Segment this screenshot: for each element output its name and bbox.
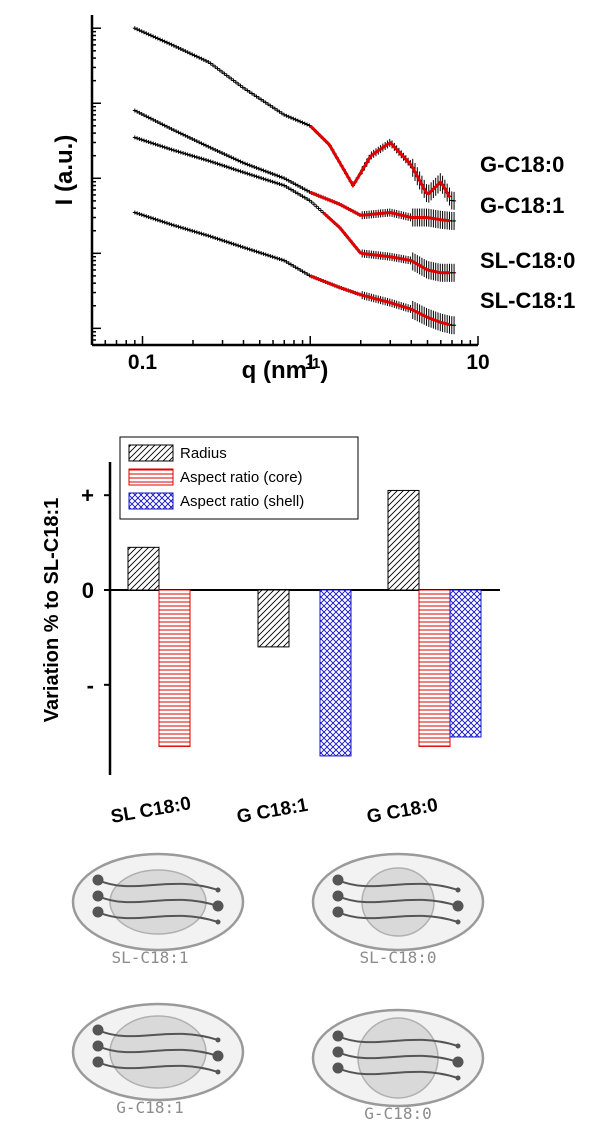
bar-category-label: G C18:0 (365, 795, 439, 828)
lipid-headgroup (92, 874, 104, 886)
lipid-headgroup (215, 1037, 221, 1043)
lipid-headgroup (455, 1075, 461, 1081)
lipid-headgroup (452, 1056, 464, 1068)
bar-y-tick-label: 0 (82, 578, 94, 603)
micelle-schematic: G-C18:1 (71, 1002, 245, 1117)
lipid-headgroup (215, 1069, 221, 1075)
lipid-chain (97, 879, 219, 891)
saxs-series-SL-C18:1 (132, 210, 457, 335)
bar-legend-label: Aspect ratio (shell) (180, 493, 304, 510)
micelle-schematic: G-C18:0 (311, 1008, 485, 1123)
lipid-headgroup (215, 919, 221, 925)
micelle-schematics: SL-C18:1 SL-C18:0 G-C18:1 G-C18:0 (71, 852, 485, 1123)
lipid-chain (337, 1067, 459, 1079)
saxs-series-G-C18:1 (132, 108, 457, 230)
saxs-fit-line-SL-C18:0 (322, 211, 450, 275)
lipid-headgroup (332, 874, 344, 886)
saxs-fit-line-SL-C18:1 (309, 274, 451, 327)
bar-radius-0 (127, 546, 160, 591)
saxs-fit-line-G-C18:1 (309, 190, 451, 223)
lipid-headgroup (215, 887, 221, 893)
lipid-headgroup (332, 1046, 344, 1058)
lipid-chain (97, 911, 219, 923)
lipid-headgroup (332, 1030, 344, 1042)
micelle-label: G-C18:0 (364, 1104, 431, 1123)
micelle-label: SL-C18:0 (359, 948, 436, 967)
lipid-headgroup (455, 919, 461, 925)
lipid-chain (337, 1051, 459, 1063)
bar-legend-label: Aspect ratio (core) (180, 469, 303, 486)
lipid-headgroup (332, 890, 344, 902)
saxs-x-tick-label: 1 (304, 351, 316, 374)
saxs-x-tick-label: 0.1 (128, 351, 158, 374)
lipid-headgroup (452, 900, 464, 912)
saxs-y-axis-label: I (a.u.) (51, 135, 78, 206)
bar-legend-label: Radius (180, 445, 227, 462)
lipid-chain (337, 911, 459, 923)
bar-radius-1 (257, 589, 290, 648)
micelle-label: G-C18:1 (116, 1098, 183, 1117)
micelle-schematic: SL-C18:0 (311, 852, 485, 967)
lipid-chain (97, 1029, 219, 1041)
lipid-chain (97, 895, 219, 907)
lipid-chain (97, 1045, 219, 1057)
saxs-series-label: G-C18:1 (480, 193, 564, 218)
lipid-headgroup (92, 1024, 104, 1036)
variation-bar-chart: +0 - SL C18:0 G C18:1 G C18:0 Radius Aspect … (41, 436, 500, 828)
lipid-headgroup (455, 887, 461, 893)
lipid-headgroup (332, 1062, 344, 1074)
saxs-series-G-C18:0 (132, 26, 457, 210)
bar-category-label: SL C18:0 (109, 793, 192, 828)
lipid-headgroup (92, 890, 104, 902)
saxs-series-label: SL-C18:1 (480, 288, 575, 313)
micelle-schematic: SL-C18:1 (71, 852, 245, 967)
bar-aspect-ratio-core--0 (158, 589, 191, 747)
lipid-chain (337, 895, 459, 907)
lipid-headgroup (92, 906, 104, 918)
saxs-series-label: SL-C18:0 (480, 248, 575, 273)
lipid-headgroup (92, 1056, 104, 1068)
lipid-chain (97, 1061, 219, 1073)
bar-aspect-ratio-shell--2 (449, 589, 482, 738)
saxs-x-tick-label: 10 (466, 351, 489, 374)
lipid-chain (337, 879, 459, 891)
lipid-headgroup (212, 900, 224, 912)
bar-y-tick-label: + (81, 483, 94, 508)
bar-aspect-ratio-core--2 (418, 589, 451, 747)
bar-legend-swatch (128, 444, 174, 462)
lipid-headgroup (332, 906, 344, 918)
saxs-axes: 0.1 1 10 (90, 15, 490, 374)
bar-y-axis-label: Variation % to SL-C18:1 (41, 498, 63, 723)
lipid-headgroup (92, 1040, 104, 1052)
saxs-chart: 0.1 1 10 G-C18:0 G-C18:1 SL-C18:0 SL-C18:1 q … (51, 15, 575, 384)
saxs-fit-line-G-C18:0 (309, 124, 452, 199)
bar-category-label: G C18:1 (235, 795, 310, 828)
saxs-x-axis-label: q (nm-1) (242, 355, 329, 384)
bar-legend-swatch (128, 468, 174, 486)
lipid-headgroup (212, 1050, 224, 1062)
saxs-series-label: G-C18:0 (480, 152, 564, 177)
saxs-series-SL-C18:0 (132, 135, 457, 282)
bar-legend-swatch (128, 492, 174, 510)
micelle-label: SL-C18:1 (111, 948, 188, 967)
bar-aspect-ratio-shell--1 (319, 589, 352, 757)
bar-y-tick-label: - (87, 673, 94, 698)
lipid-headgroup (455, 1043, 461, 1049)
lipid-chain (337, 1035, 459, 1047)
bar-radius-2 (387, 489, 420, 591)
